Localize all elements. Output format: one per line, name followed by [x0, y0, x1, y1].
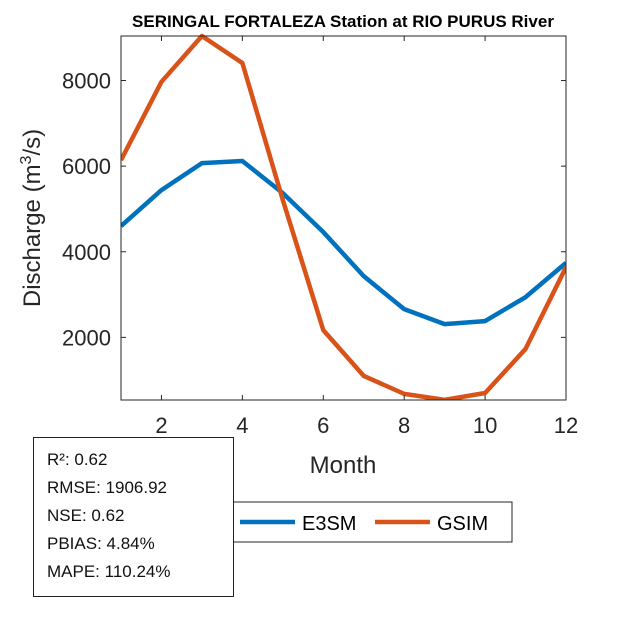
y-tick-label: 6000 — [62, 154, 111, 179]
legend-label-gsim: GSIM — [437, 513, 488, 535]
plot-area-frame — [120, 35, 567, 401]
x-tick-label: 12 — [554, 413, 578, 438]
y-tick-label: 2000 — [62, 325, 111, 350]
x-tick-label: 6 — [317, 413, 329, 438]
stat-r2: R²: 0.62 — [47, 450, 108, 469]
y-axis-label: Discharge (m3/s) — [18, 129, 46, 307]
x-tick-label: 2 — [155, 413, 167, 438]
stat-mape: MAPE: 110.24% — [47, 562, 171, 581]
stat-pbias: PBIAS: 4.84% — [47, 534, 155, 553]
x-tick-label: 8 — [398, 413, 410, 438]
series-line-gsim — [121, 33, 566, 400]
stats-box: R²: 0.62 RMSE: 1906.92 NSE: 0.62 PBIAS: … — [33, 437, 234, 597]
x-tick-label: 10 — [473, 413, 497, 438]
x-axis-label: Month — [310, 452, 377, 479]
y-tick-label: 8000 — [62, 69, 111, 94]
chart-title: SERINGAL FORTALEZA Station at RIO PURUS … — [132, 12, 554, 31]
legend-label-e3sm: E3SM — [302, 513, 356, 535]
stat-rmse: RMSE: 1906.92 — [47, 478, 168, 497]
stat-nse: NSE: 0.62 — [47, 506, 125, 525]
x-tick-label: 4 — [236, 413, 248, 438]
series-line-e3sm — [121, 158, 566, 327]
y-tick-label: 4000 — [62, 240, 111, 265]
